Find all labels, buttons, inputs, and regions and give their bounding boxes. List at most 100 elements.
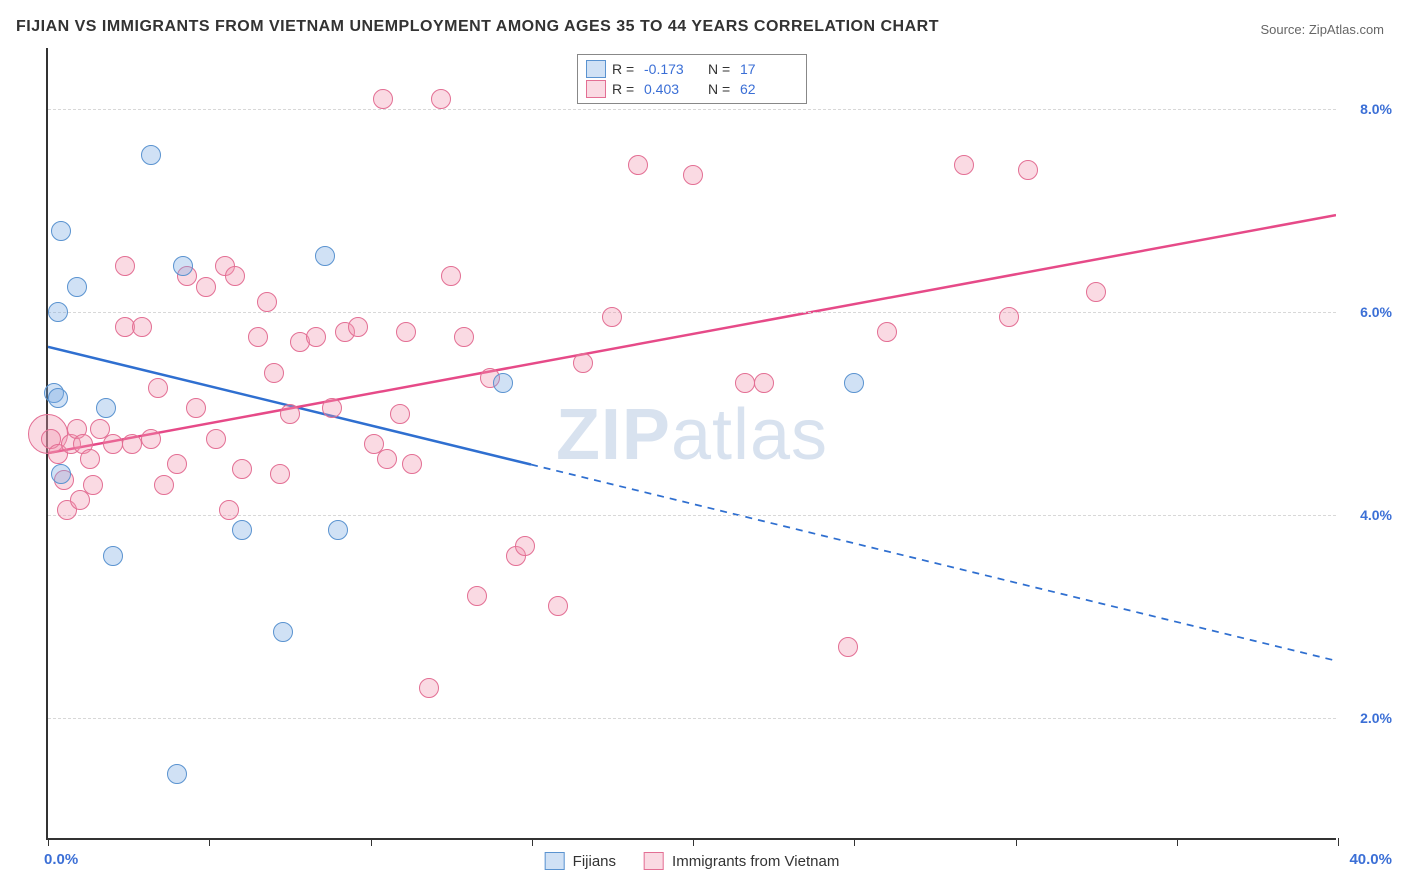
- x-tick: [48, 838, 49, 846]
- x-tick: [532, 838, 533, 846]
- scatter-point: [373, 89, 393, 109]
- scatter-plot-area: ZIPatlas R =-0.173N =17R =0.403N =62 Fij…: [46, 48, 1336, 840]
- scatter-point: [103, 546, 123, 566]
- scatter-point: [441, 266, 461, 286]
- legend-top-row: R =0.403N =62: [586, 79, 798, 99]
- scatter-point: [683, 165, 703, 185]
- scatter-point: [322, 398, 342, 418]
- scatter-point: [377, 449, 397, 469]
- legend-r-label: R =: [612, 61, 638, 77]
- scatter-point: [548, 596, 568, 616]
- scatter-point: [431, 89, 451, 109]
- scatter-point: [348, 317, 368, 337]
- chart-title: FIJIAN VS IMMIGRANTS FROM VIETNAM UNEMPL…: [16, 18, 939, 36]
- scatter-point: [51, 221, 71, 241]
- scatter-point: [167, 764, 187, 784]
- scatter-point: [186, 398, 206, 418]
- x-tick: [1177, 838, 1178, 846]
- watermark: ZIPatlas: [556, 394, 828, 476]
- scatter-point: [132, 317, 152, 337]
- scatter-point: [573, 353, 593, 373]
- scatter-point: [1018, 160, 1038, 180]
- scatter-point: [954, 155, 974, 175]
- scatter-point: [396, 322, 416, 342]
- legend-series-label: Fijians: [573, 853, 616, 870]
- legend-r-label: R =: [612, 81, 638, 97]
- legend-top-row: R =-0.173N =17: [586, 59, 798, 79]
- scatter-point: [51, 464, 71, 484]
- scatter-point: [232, 459, 252, 479]
- scatter-point: [115, 256, 135, 276]
- scatter-point: [206, 429, 226, 449]
- scatter-point: [196, 277, 216, 297]
- legend-bottom-item: Fijians: [545, 852, 616, 870]
- y-tick-label: 6.0%: [1360, 304, 1392, 320]
- scatter-point: [264, 363, 284, 383]
- scatter-point: [67, 277, 87, 297]
- x-tick-label: 40.0%: [1349, 851, 1392, 868]
- x-tick: [693, 838, 694, 846]
- scatter-point: [844, 373, 864, 393]
- scatter-point: [328, 520, 348, 540]
- y-tick-label: 4.0%: [1360, 507, 1392, 523]
- y-tick-label: 8.0%: [1360, 101, 1392, 117]
- scatter-point: [141, 429, 161, 449]
- scatter-point: [80, 449, 100, 469]
- chart-header: FIJIAN VS IMMIGRANTS FROM VIETNAM UNEMPL…: [0, 0, 1406, 48]
- scatter-point: [390, 404, 410, 424]
- legend-series-label: Immigrants from Vietnam: [672, 853, 839, 870]
- scatter-point: [306, 327, 326, 347]
- scatter-point: [48, 302, 68, 322]
- x-tick-label: 0.0%: [44, 851, 78, 868]
- y-gridline: [48, 312, 1336, 313]
- trendline-solid: [48, 215, 1336, 453]
- scatter-point: [48, 388, 68, 408]
- scatter-point: [225, 266, 245, 286]
- scatter-point: [315, 246, 335, 266]
- source-attribution: Source: ZipAtlas.com: [1260, 22, 1384, 37]
- scatter-point: [515, 536, 535, 556]
- scatter-point: [419, 678, 439, 698]
- scatter-point: [103, 434, 123, 454]
- scatter-point: [493, 373, 513, 393]
- legend-bottom-item: Immigrants from Vietnam: [644, 852, 839, 870]
- trendline-dashed: [531, 465, 1336, 661]
- legend-swatch: [586, 80, 606, 98]
- scatter-point: [83, 475, 103, 495]
- legend-swatch: [586, 60, 606, 78]
- scatter-point: [602, 307, 622, 327]
- scatter-point: [273, 622, 293, 642]
- scatter-point: [735, 373, 755, 393]
- scatter-point: [248, 327, 268, 347]
- scatter-point: [628, 155, 648, 175]
- x-tick: [209, 838, 210, 846]
- scatter-point: [999, 307, 1019, 327]
- scatter-point: [173, 256, 193, 276]
- scatter-point: [154, 475, 174, 495]
- scatter-point: [167, 454, 187, 474]
- y-gridline: [48, 718, 1336, 719]
- y-gridline: [48, 515, 1336, 516]
- y-gridline: [48, 109, 1336, 110]
- scatter-point: [270, 464, 290, 484]
- scatter-point: [454, 327, 474, 347]
- scatter-point: [232, 520, 252, 540]
- scatter-point: [96, 398, 116, 418]
- y-tick-label: 2.0%: [1360, 710, 1392, 726]
- scatter-point: [1086, 282, 1106, 302]
- x-tick: [1338, 838, 1339, 846]
- scatter-point: [280, 404, 300, 424]
- scatter-point: [402, 454, 422, 474]
- x-tick: [1016, 838, 1017, 846]
- scatter-point: [219, 500, 239, 520]
- legend-swatch: [545, 852, 565, 870]
- scatter-point: [148, 378, 168, 398]
- legend-r-value: 0.403: [644, 81, 702, 97]
- scatter-point: [754, 373, 774, 393]
- x-tick: [371, 838, 372, 846]
- legend-swatch: [644, 852, 664, 870]
- scatter-point: [877, 322, 897, 342]
- scatter-point: [838, 637, 858, 657]
- legend-r-value: -0.173: [644, 61, 702, 77]
- x-tick: [854, 838, 855, 846]
